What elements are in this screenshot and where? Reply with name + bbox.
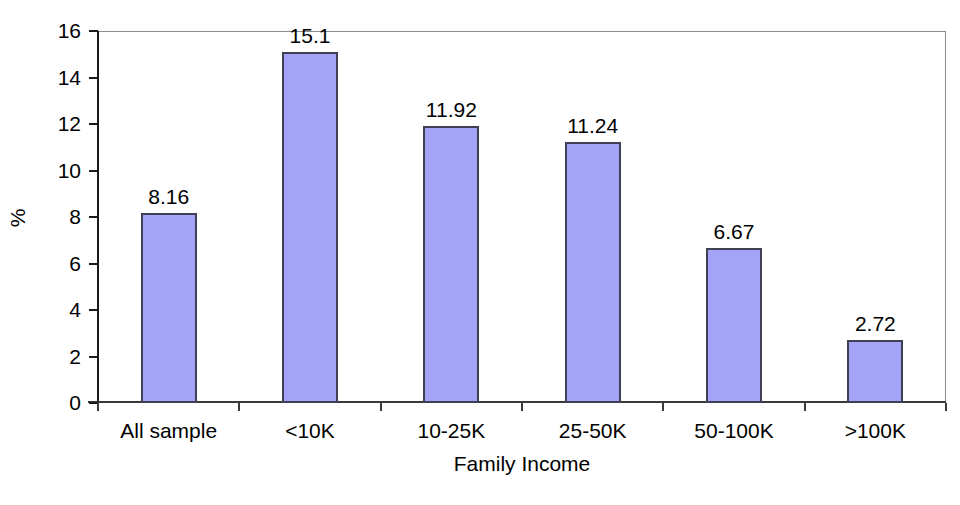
x-axis-category-label: >100K: [805, 419, 945, 443]
y-axis-tick: [89, 356, 98, 358]
x-axis-tick: [521, 403, 523, 411]
y-axis-tick: [89, 216, 98, 218]
bar: [141, 213, 197, 403]
y-axis-tick: [89, 309, 98, 311]
x-axis-tick: [380, 403, 382, 411]
bar-value-label: 2.72: [815, 312, 935, 335]
x-axis-line: [88, 401, 946, 403]
x-axis-tick: [662, 403, 664, 411]
bar: [706, 248, 762, 403]
y-axis-tick-label: 14: [33, 66, 81, 90]
bar-value-label: 11.24: [533, 114, 653, 137]
x-axis-tick: [945, 403, 947, 411]
x-axis-tick: [238, 403, 240, 411]
y-axis-tick-label: 6: [33, 252, 81, 276]
plot-area: [98, 31, 946, 403]
y-axis-tick-label: 12: [33, 112, 81, 136]
x-axis-category-label: 50-100K: [664, 419, 804, 443]
y-axis-tick-label: 4: [33, 298, 81, 322]
y-axis-tick: [89, 170, 98, 172]
bar-value-label: 6.67: [674, 220, 794, 243]
x-axis-category-label: All sample: [99, 419, 239, 443]
x-axis-category-label: 10-25K: [381, 419, 521, 443]
bar: [423, 126, 479, 403]
x-axis-title: Family Income: [98, 452, 946, 476]
x-axis-tick: [97, 403, 99, 411]
bar-value-label: 15.1: [250, 24, 370, 47]
y-axis-tick: [89, 30, 98, 32]
y-axis-tick-label: 0: [33, 391, 81, 415]
bar: [282, 52, 338, 403]
y-axis-tick-label: 8: [33, 205, 81, 229]
y-axis-tick: [89, 263, 98, 265]
y-axis-title: %: [6, 203, 36, 233]
x-axis-category-label: <10K: [240, 419, 380, 443]
bar: [847, 340, 903, 403]
bar: [565, 142, 621, 403]
bar-value-label: 11.92: [391, 98, 511, 121]
y-axis-tick-label: 2: [33, 345, 81, 369]
y-axis-tick: [89, 123, 98, 125]
bar-chart: 0 2 4 6 8 10 12 14 16 8.16 All sample 15.1 <10K 11.92…: [0, 0, 960, 505]
x-axis-category-label: 25-50K: [523, 419, 663, 443]
y-axis-tick-label: 10: [33, 159, 81, 183]
y-axis-tick: [89, 77, 98, 79]
bar-value-label: 8.16: [109, 185, 229, 208]
y-axis-tick-label: 16: [33, 19, 81, 43]
x-axis-tick: [804, 403, 806, 411]
